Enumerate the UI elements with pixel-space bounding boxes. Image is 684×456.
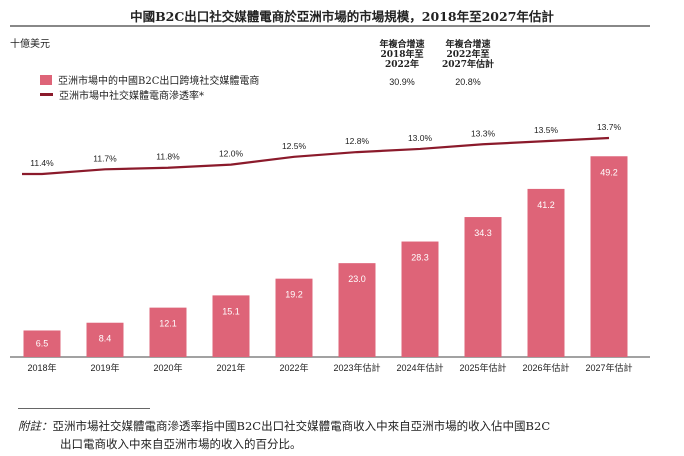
bar	[275, 278, 313, 357]
bar	[86, 322, 124, 357]
bar-value-label: 19.2	[285, 290, 303, 300]
line-value-label: 12.0%	[219, 149, 244, 159]
legend-swatch-bar	[40, 74, 52, 85]
line-value-label: 11.4%	[30, 158, 54, 168]
line-value-label: 12.8%	[345, 136, 370, 146]
bar	[338, 263, 376, 357]
x-tick-label: 2019年	[90, 362, 119, 373]
bar-value-label: 8.4	[99, 334, 112, 344]
line-value-label: 11.7%	[93, 153, 117, 163]
x-tick-label: 2022年	[279, 362, 308, 373]
cagr-heading-line: 年複合增速	[379, 40, 425, 50]
bar-value-label: 34.3	[474, 228, 492, 238]
bar	[464, 217, 502, 357]
footnote-line-1: 亞洲市場社交媒體電商滲透率指中國B2C出口社交媒體電商收入中來自亞洲市場的收入佔…	[52, 419, 551, 433]
bar	[149, 307, 187, 357]
bar-value-label: 41.2	[537, 200, 555, 210]
cagr-heading-line: 2022年至	[446, 50, 490, 60]
line-series	[22, 136, 610, 176]
cagr-heading-1: 年複合增速 2018年至 2022年	[362, 40, 442, 70]
line-value-label: 11.8%	[156, 152, 180, 162]
chart-title: 中國B2C出口社交媒體電商於亞洲市場的市場規模，2018年至2027年估計	[130, 9, 554, 24]
x-tick-label: 2026年估計	[522, 362, 569, 373]
title-divider	[10, 25, 650, 27]
cagr-value-1: 30.9%	[389, 77, 415, 87]
line-value-label: 13.0%	[408, 133, 433, 143]
bar-value-label: 28.3	[411, 253, 429, 263]
bar-value-label: 12.1	[159, 319, 177, 329]
legend-label: 亞洲市場中社交媒體電商滲透率*	[59, 91, 204, 102]
cagr-heading-2: 年複合增速 2022年至 2027年估計	[428, 40, 508, 70]
bar	[527, 188, 565, 357]
legend-label: 亞洲市場中的中國B2C出口跨境社交媒體電商	[58, 76, 260, 87]
footnote-line-2: 出口電商收入中來自亞洲市場的收入的百分比。	[60, 437, 302, 451]
unit-label: 十億美元	[10, 39, 50, 50]
line-value-label: 13.7%	[597, 122, 622, 132]
footnote: 附註：亞洲市場社交媒體電商滲透率指中國B2C出口社交媒體電商收入中來自亞洲市場的…	[18, 417, 678, 436]
bar-value-label: 15.1	[222, 306, 240, 316]
bar	[212, 295, 250, 357]
cagr-heading-line: 年複合增速	[445, 40, 491, 50]
bar-value-label: 6.5	[36, 338, 49, 348]
line-value-label: 13.3%	[471, 128, 496, 138]
bar-value-label: 49.2	[600, 167, 618, 177]
legend-item-line: 亞洲市場中社交媒體電商滲透率*	[40, 87, 204, 102]
x-tick-label: 2025年估計	[459, 362, 506, 373]
cagr-heading-line: 2027年估計	[441, 60, 495, 70]
x-tick-label: 2024年估計	[396, 362, 443, 373]
x-tick-label: 2018年	[27, 362, 56, 373]
legend-item-bar: 亞洲市場中的中國B2C出口跨境社交媒體電商	[40, 72, 259, 87]
footnote-label: 附註：	[18, 419, 53, 433]
legend-swatch-line	[40, 93, 53, 96]
x-tick-label: 2023年估計	[333, 362, 380, 373]
bar-value-label: 23.0	[348, 274, 366, 284]
footnote-divider	[18, 408, 150, 409]
cagr-value-2: 20.8%	[455, 77, 481, 87]
x-tick-label: 2027年估計	[585, 362, 632, 373]
bar	[590, 156, 628, 357]
line-value-label: 13.5%	[534, 125, 559, 135]
x-tick-label: 2020年	[153, 362, 182, 373]
bar	[401, 241, 439, 357]
x-tick-label: 2021年	[216, 362, 245, 373]
bar	[23, 330, 61, 357]
cagr-heading-line: 2022年	[384, 60, 420, 70]
line-value-label: 12.5%	[282, 141, 307, 151]
cagr-heading-line: 2018年至	[380, 50, 424, 60]
